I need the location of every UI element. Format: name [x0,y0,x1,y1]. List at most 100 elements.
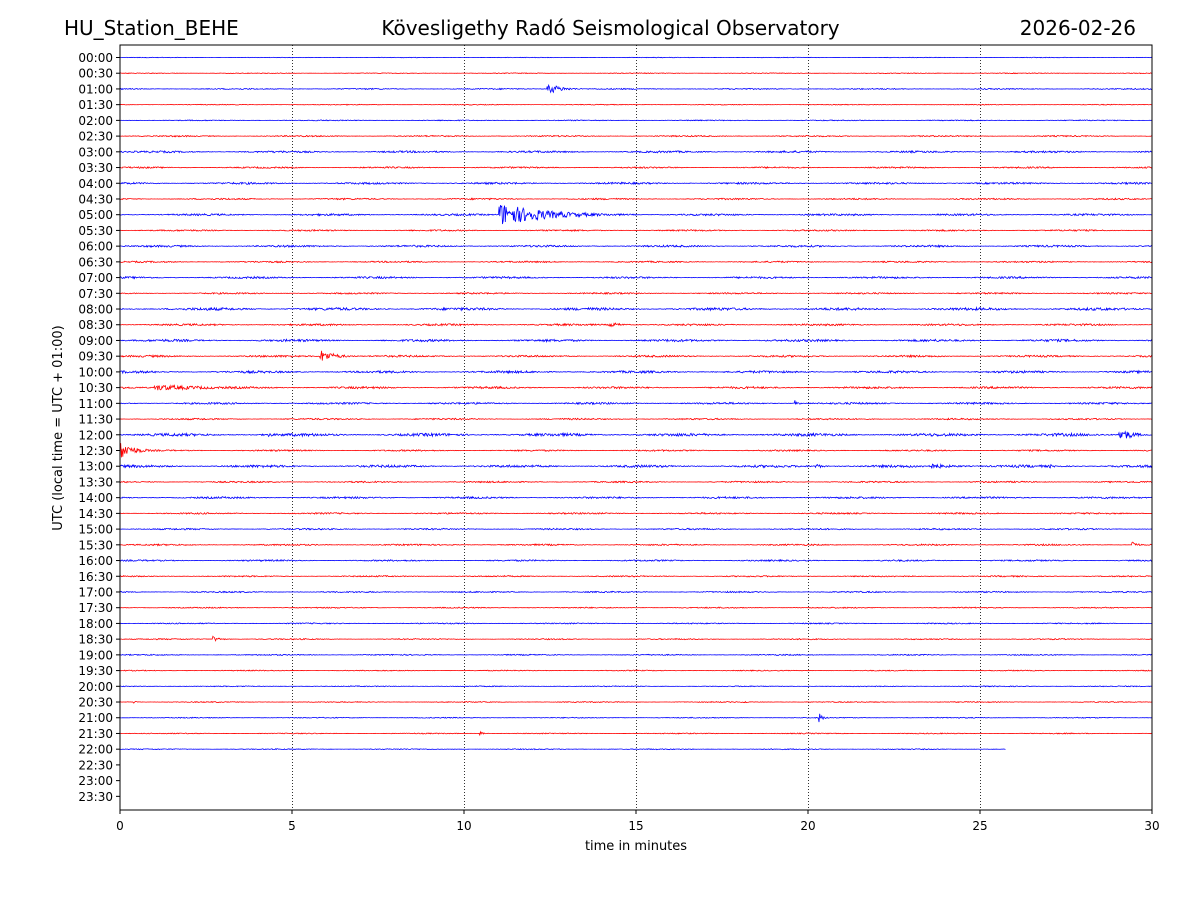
seismic-trace-0200 [119,119,1153,122]
seismic-trace-0630 [119,260,1153,264]
row-label: 21:30 [78,727,113,741]
row-label: 12:00 [78,428,113,442]
row-label: 22:00 [78,743,113,757]
row-label: 11:30 [78,413,113,427]
row-label: 17:00 [78,585,113,599]
row-label: 00:30 [78,67,113,81]
seismic-trace-0930 [119,350,1153,361]
seismic-trace-1100 [119,400,1153,406]
seismic-trace-1330 [119,480,1153,484]
row-label: 10:00 [78,365,113,379]
x-axis-label: time in minutes [585,839,687,854]
row-label: 14:00 [78,491,113,505]
row-label: 11:00 [78,397,113,411]
row-label: 01:00 [78,82,113,96]
seismic-trace-0230 [119,134,1153,138]
seismic-trace-1400 [119,495,1153,500]
seismic-trace-1000 [119,369,1153,375]
row-label: 17:30 [78,601,113,615]
row-label: 07:30 [78,287,113,301]
x-tick-label: 30 [1144,819,1159,833]
seismic-trace-2200 [119,748,1006,751]
seismic-trace-1630 [119,574,1153,578]
row-label: 06:00 [78,240,113,254]
row-label: 15:00 [78,523,113,537]
row-label: 02:00 [78,114,113,128]
seismic-trace-2100 [119,713,1153,723]
row-label: 19:00 [78,648,113,662]
row-label: 19:30 [78,664,113,678]
row-label: 04:30 [78,192,113,206]
x-axis-ticks: 0 5 10 15 20 25 30 [116,810,1160,833]
seismic-trace-0700 [119,275,1153,280]
row-label: 05:00 [78,208,113,222]
row-label: 23:30 [78,790,113,804]
seismic-trace-1130 [119,417,1153,421]
plot-frame [119,44,1153,811]
row-label: 02:30 [78,130,113,144]
row-label: 16:30 [78,570,113,584]
date-label: 2026-02-26 [1019,16,1136,40]
row-label: 09:30 [78,350,113,364]
seismic-trace-1900 [119,653,1153,657]
row-label: 10:30 [78,381,113,395]
row-label: 05:30 [78,224,113,238]
row-label: 18:00 [78,617,113,631]
seismic-trace-0830 [119,322,1153,328]
row-label: 12:30 [78,444,113,458]
row-label: 07:00 [78,271,113,285]
seismic-trace-0400 [119,181,1153,186]
row-label: 20:30 [78,696,113,710]
seismic-trace-0100 [119,83,1153,94]
station-name: HU_Station_BEHE [64,16,239,40]
grid-lines [292,45,981,810]
row-label: 18:30 [78,633,113,647]
row-label: 09:00 [78,334,113,348]
x-tick-label: 0 [116,819,124,833]
seismic-trace-1200 [119,430,1153,439]
seismic-trace-1430 [119,511,1153,515]
seismic-trace-1030 [119,384,1153,391]
y-axis-label: UTC (local time = UTC + 01:00) [51,325,66,530]
seismic-trace-0300 [119,149,1153,154]
row-label: 08:00 [78,303,113,317]
row-label: 20:00 [78,680,113,694]
seismic-trace-2130 [119,730,1153,737]
seismic-trace-1700 [119,590,1153,594]
seismic-trace-0800 [119,306,1153,312]
row-label: 22:30 [78,758,113,772]
seismic-trace-0730 [119,291,1153,295]
observatory-title: Kövesligethy Radó Seismological Observat… [381,16,840,40]
seismic-trace-1500 [119,527,1153,531]
seismic-trace-0500 [119,204,1153,225]
seismic-trace-0000 [119,56,1153,59]
row-label: 00:00 [78,51,113,65]
x-tick-label: 15 [628,819,643,833]
seismic-trace-0330 [119,165,1153,170]
row-label: 13:30 [78,475,113,489]
seismic-trace-0030 [119,72,1153,75]
seismic-trace-0430 [119,197,1153,201]
seismic-trace-2000 [119,685,1153,688]
x-tick-label: 10 [456,819,471,833]
row-label: 06:30 [78,255,113,269]
x-tick-label: 5 [288,819,296,833]
row-label: 01:30 [78,98,113,112]
row-label: 04:00 [78,177,113,191]
x-tick-label: 25 [972,819,987,833]
seismic-trace-1930 [119,669,1153,672]
seismic-trace-1300 [119,462,1153,469]
seismic-trace-1230 [119,443,1153,458]
row-label: 14:30 [78,507,113,521]
x-tick-label: 20 [800,819,815,833]
seismic-trace-0530 [119,228,1153,233]
row-label: 13:00 [78,460,113,474]
seismic-trace-1800 [119,622,1153,625]
row-label: 16:00 [78,554,113,568]
row-label: 03:30 [78,161,113,175]
seismic-trace-2030 [119,700,1153,704]
row-label: 03:00 [78,145,113,159]
trace-lines [119,56,1153,751]
